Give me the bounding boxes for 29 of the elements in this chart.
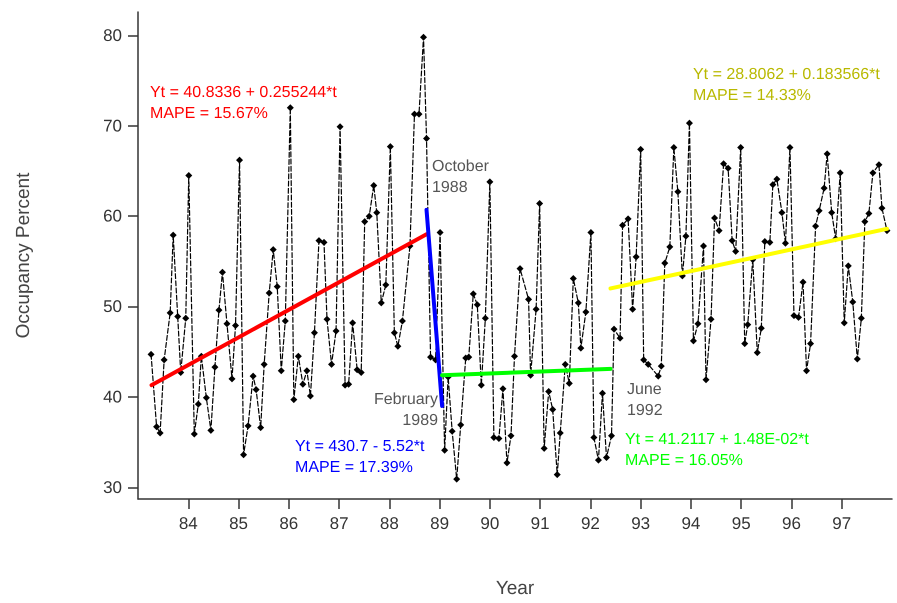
y-tick-label: 70 xyxy=(103,116,122,136)
x-axis-title: Year xyxy=(496,578,535,599)
x-tick-label: 97 xyxy=(832,514,852,533)
x-tick-label: 87 xyxy=(330,514,349,533)
x-tick-label: 96 xyxy=(782,514,801,533)
y-tick-label: 30 xyxy=(103,478,122,497)
annotation: Yt = 28.8062 + 0.183566*t MAPE = 14.33% xyxy=(693,66,880,104)
annotation: Yt = 430.7 - 5.52*t MAPE = 17.39% xyxy=(295,438,425,476)
annotation: Yt = 40.8336 + 0.255244*t MAPE = 15.67% xyxy=(150,84,338,122)
x-tick-label: 95 xyxy=(732,514,751,533)
y-tick-label: 50 xyxy=(103,297,122,316)
x-tick-label: 94 xyxy=(681,514,700,533)
y-axis-title: Occupancy Percent xyxy=(13,172,34,338)
x-tick-label: 92 xyxy=(580,514,600,533)
annotation: June 1992 xyxy=(627,381,663,419)
y-tick-label: 80 xyxy=(103,26,122,45)
annotation: October 1988 xyxy=(432,158,490,196)
y-tick-label: 40 xyxy=(103,387,122,406)
x-tick-label: 91 xyxy=(530,514,550,533)
x-tick-label: 90 xyxy=(480,514,500,533)
annotation: February 1989 xyxy=(374,391,438,429)
x-tick-label: 88 xyxy=(380,514,399,533)
x-tick-label: 85 xyxy=(229,514,248,533)
x-tick-label: 89 xyxy=(430,514,450,533)
x-tick-label: 93 xyxy=(631,514,650,533)
x-tick-label: 86 xyxy=(279,514,298,533)
x-tick-label: 84 xyxy=(178,514,198,533)
y-tick-label: 60 xyxy=(103,206,122,226)
annotation: Yt = 41.2117 + 1.48E-02*t MAPE = 16.05% xyxy=(625,431,810,469)
